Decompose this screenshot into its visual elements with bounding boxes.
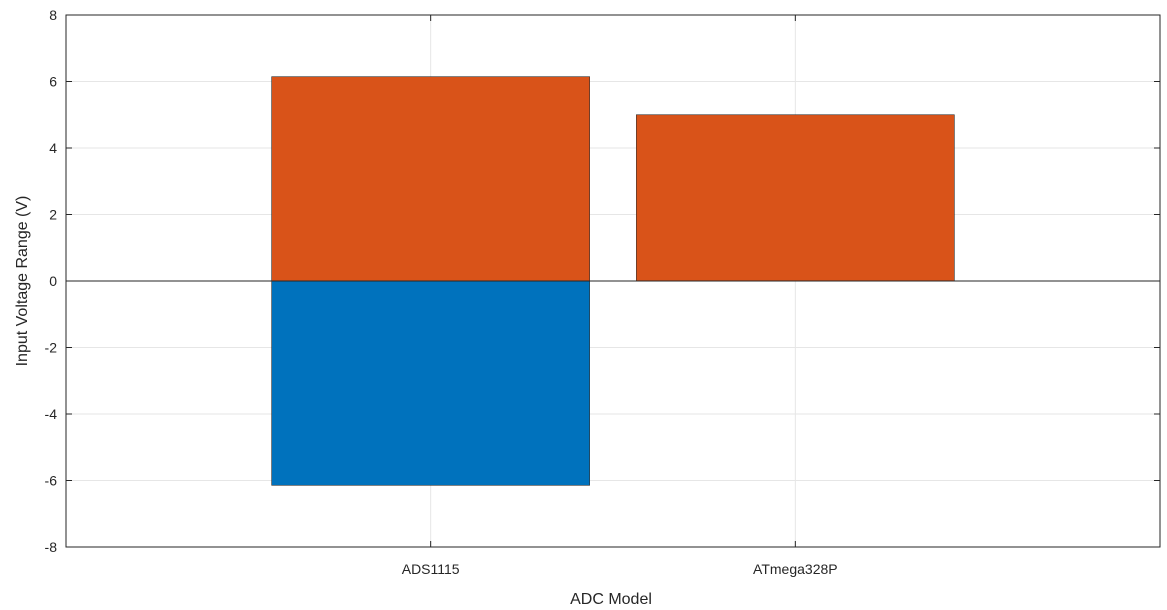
x-tick-label: ATmega328P xyxy=(753,561,838,577)
y-tick-label: 2 xyxy=(49,207,57,223)
bars xyxy=(271,76,955,486)
y-tick-label: 6 xyxy=(49,74,57,90)
x-tick-label: ADS1115 xyxy=(402,561,460,577)
y-tick-label: -4 xyxy=(45,406,58,422)
y-tick-label: 4 xyxy=(49,140,57,156)
bar-ads1115-series-1 xyxy=(271,280,590,486)
tick-labels: -8 -6 -4 -2 0 2 4 6 8 ADS1115 ATmega328P xyxy=(45,7,838,577)
y-tick-label: -8 xyxy=(45,539,58,555)
y-tick-label: 0 xyxy=(49,273,57,289)
bar-atmega328p-series-2 xyxy=(636,114,955,282)
y-tick-label: -2 xyxy=(45,340,58,356)
axes-box xyxy=(65,14,1161,548)
bar-ads1115-series-2 xyxy=(271,76,590,282)
y-tick-label: -6 xyxy=(45,473,58,489)
y-tick-label: 8 xyxy=(49,7,57,23)
y-axis-label: Input Voltage Range (V) xyxy=(14,196,31,367)
axes xyxy=(65,14,1161,548)
x-axis-label: ADC Model xyxy=(570,591,652,608)
